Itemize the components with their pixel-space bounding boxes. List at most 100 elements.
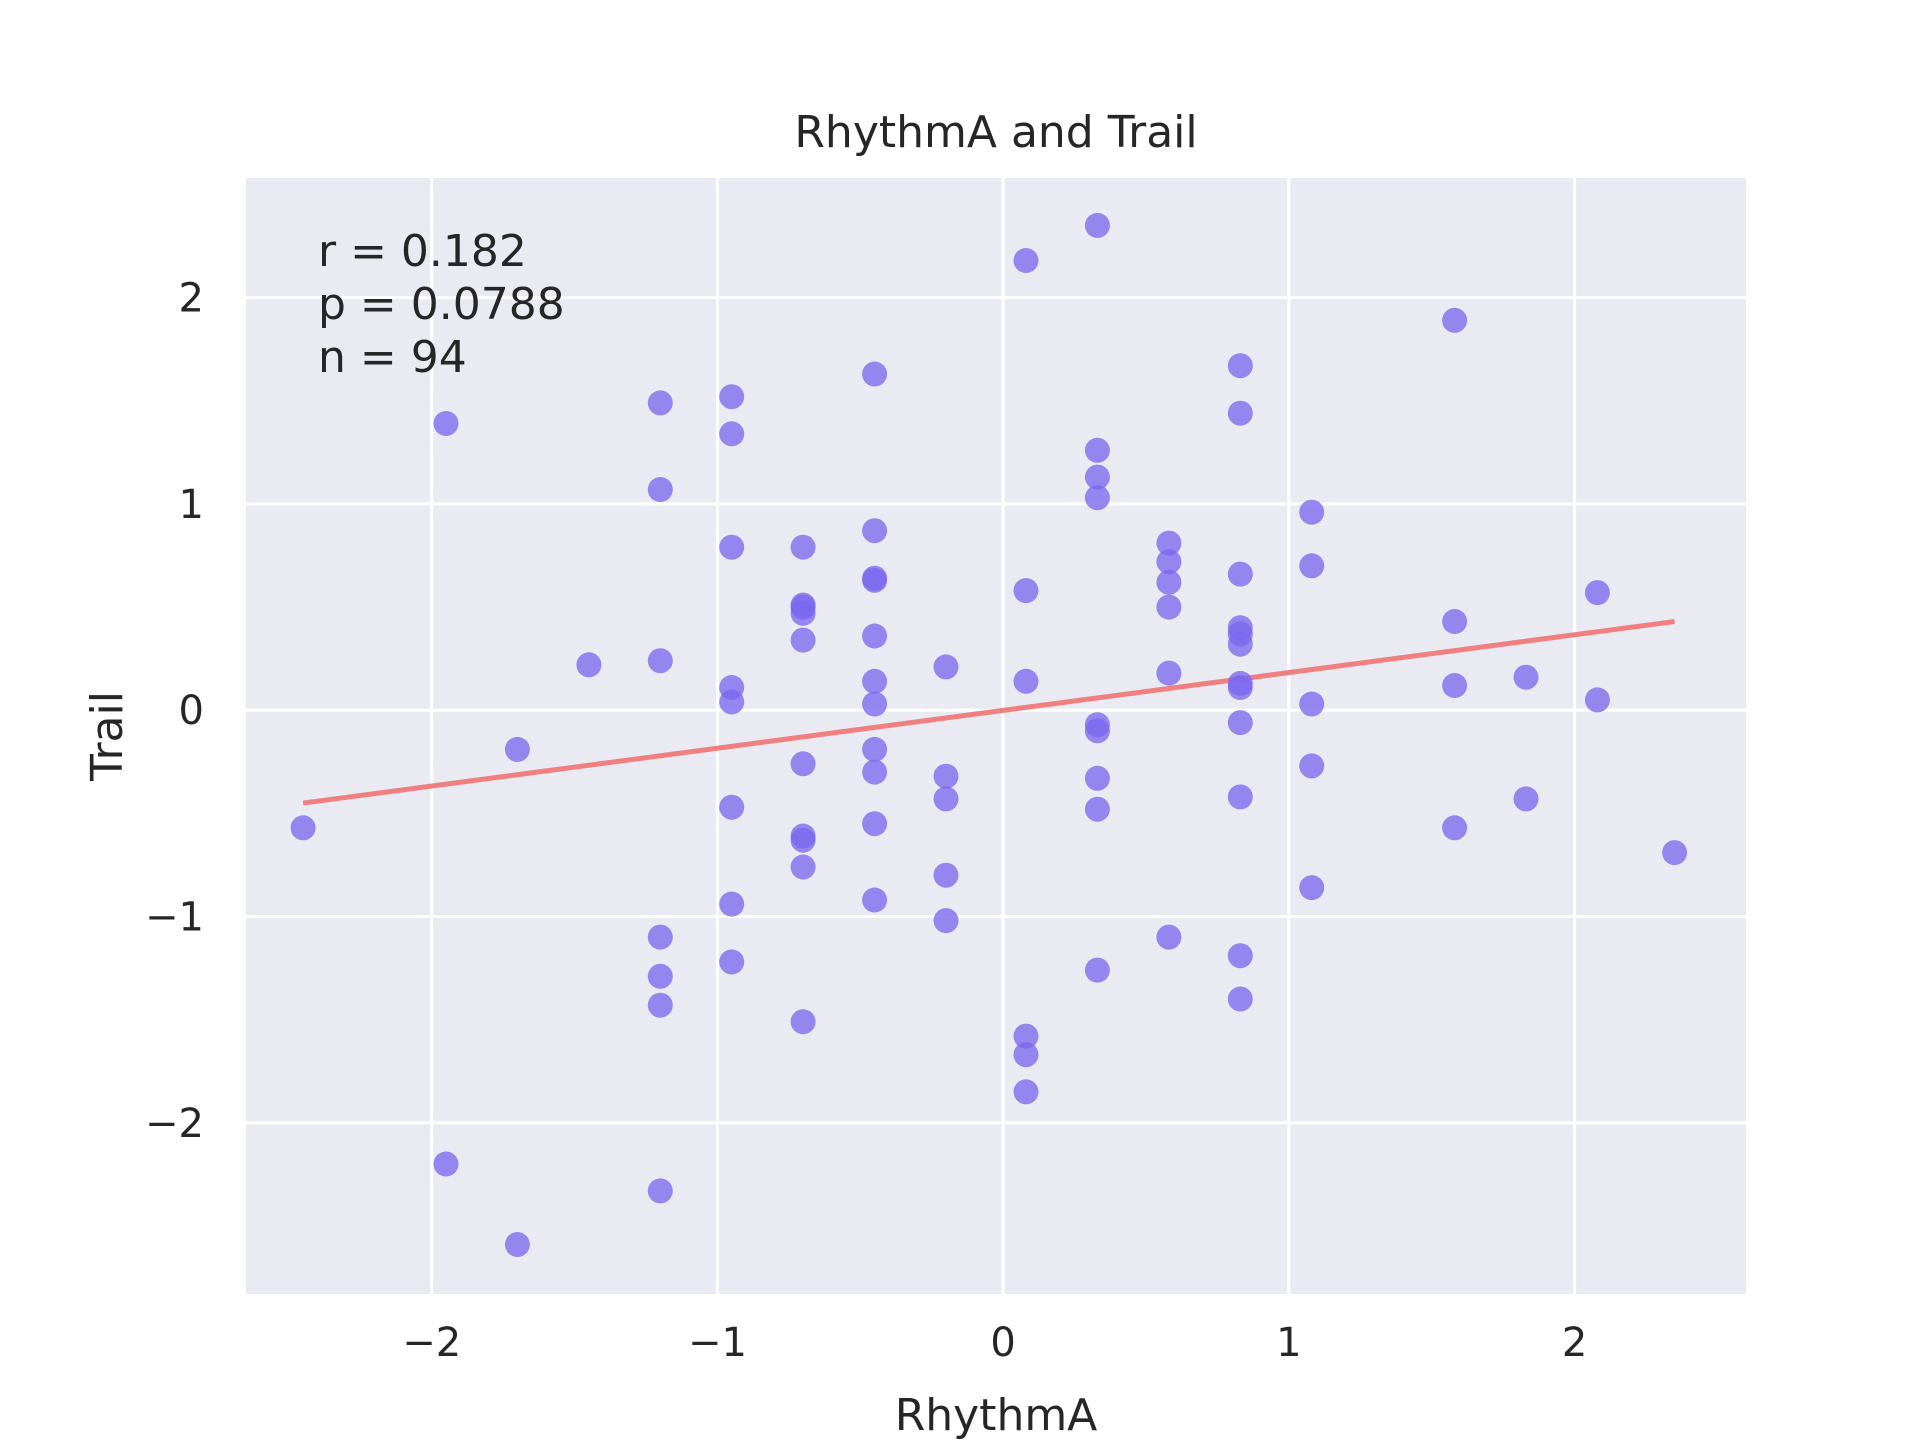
stat-n: n = 94 — [318, 332, 467, 383]
scatter-point — [719, 534, 745, 560]
scatter-point — [504, 1232, 530, 1257]
scatter-point — [1227, 400, 1253, 426]
scatter-point — [647, 924, 673, 950]
scatter-point — [933, 908, 959, 934]
scatter-point — [1442, 307, 1468, 333]
x-tick-labels: −2 −1 0 1 2 — [402, 1320, 1587, 1366]
y-axis-label: Trail — [82, 691, 133, 782]
scatter-point — [862, 567, 888, 593]
scatter-point — [647, 390, 673, 416]
scatter-point — [1084, 718, 1110, 744]
stat-p: p = 0.0788 — [318, 279, 565, 330]
scatter-point — [1442, 815, 1468, 841]
scatter-point — [1084, 796, 1110, 822]
fit-line-layer — [302, 619, 1675, 806]
grid-lines — [246, 178, 1746, 1294]
scatter-point — [933, 763, 959, 789]
scatter-point — [1442, 673, 1468, 698]
scatter-point — [1084, 485, 1110, 511]
scatter-point — [719, 891, 745, 917]
scatter-point — [1013, 1079, 1039, 1105]
x-tick-label: −2 — [402, 1320, 461, 1366]
scatter-point — [1299, 875, 1325, 901]
scatter-point — [1513, 786, 1539, 812]
scatter-point — [1013, 668, 1039, 694]
scatter-point — [504, 736, 530, 762]
scatter-point — [1084, 464, 1110, 490]
scatter-point — [790, 751, 816, 777]
scatter-point — [790, 627, 816, 653]
scatter-point — [576, 652, 602, 678]
y-tick-label: 0 — [179, 688, 204, 734]
scatter-point — [790, 827, 816, 853]
scatter-point — [719, 689, 745, 715]
scatter-point — [1156, 549, 1182, 575]
y-tick-label: 2 — [179, 276, 204, 322]
scatter-point — [1156, 924, 1182, 950]
scatter-point — [933, 862, 959, 888]
scatter-point — [1227, 943, 1253, 969]
scatter-point — [1299, 553, 1325, 579]
x-axis-label: RhythmA — [895, 1390, 1098, 1440]
scatter-point — [719, 384, 745, 410]
scatter-point — [1156, 530, 1182, 556]
x-tick-label: −1 — [688, 1320, 747, 1366]
scatter-point — [647, 477, 673, 502]
scatter-point — [862, 691, 888, 717]
scatter-point — [647, 992, 673, 1018]
scatter-point — [647, 648, 673, 674]
scatter-point — [1156, 569, 1182, 595]
scatter-point — [1299, 691, 1325, 717]
plot-background — [246, 178, 1746, 1294]
scatter-point — [1662, 840, 1688, 866]
scatter-point — [719, 794, 745, 820]
y-tick-label: −2 — [145, 1101, 204, 1147]
scatter-point — [1227, 710, 1253, 736]
scatter-point — [1227, 353, 1253, 379]
x-tick-label: 2 — [1562, 1320, 1587, 1366]
scatter-point — [862, 361, 888, 387]
regression-line — [302, 619, 1675, 806]
scatter-point — [1442, 609, 1468, 634]
data-points — [290, 212, 1688, 1257]
scatter-point — [719, 421, 745, 447]
scatter-point — [1299, 499, 1325, 525]
y-tick-label: −1 — [145, 894, 204, 940]
scatter-point — [1227, 986, 1253, 1012]
scatter-point — [862, 736, 888, 762]
scatter-point — [1299, 753, 1325, 779]
scatter-point — [719, 949, 745, 975]
scatter-point — [1227, 784, 1253, 810]
scatter-point — [647, 1178, 673, 1204]
scatter-point — [790, 534, 816, 560]
scatter-point — [862, 668, 888, 694]
x-tick-label: 1 — [1276, 1320, 1301, 1366]
scatter-point — [433, 1151, 459, 1177]
scatter-point — [862, 887, 888, 913]
scatter-point — [1584, 687, 1610, 713]
scatter-point — [790, 1009, 816, 1035]
y-tick-label: 1 — [179, 482, 204, 528]
scatter-point — [1013, 1023, 1039, 1049]
scatter-point — [1013, 578, 1039, 604]
scatter-point — [862, 811, 888, 837]
scatter-point — [1227, 675, 1253, 700]
y-tick-labels: −2 −1 0 1 2 — [145, 276, 204, 1147]
scatter-point — [1227, 561, 1253, 587]
scatter-point — [1013, 248, 1039, 273]
scatter-point — [1156, 660, 1182, 686]
scatter-point — [1013, 1042, 1039, 1068]
scatter-point — [1084, 765, 1110, 791]
scatter-point — [862, 759, 888, 785]
scatter-point — [433, 411, 459, 436]
scatter-point — [862, 518, 888, 544]
scatter-point — [933, 786, 959, 812]
scatter-point — [1513, 664, 1539, 690]
scatter-point — [790, 854, 816, 880]
scatter-point — [933, 654, 959, 680]
chart-title: RhythmA and Trail — [794, 107, 1197, 158]
scatter-point — [290, 815, 316, 841]
scatter-point — [862, 623, 888, 649]
scatter-point — [1584, 580, 1610, 606]
